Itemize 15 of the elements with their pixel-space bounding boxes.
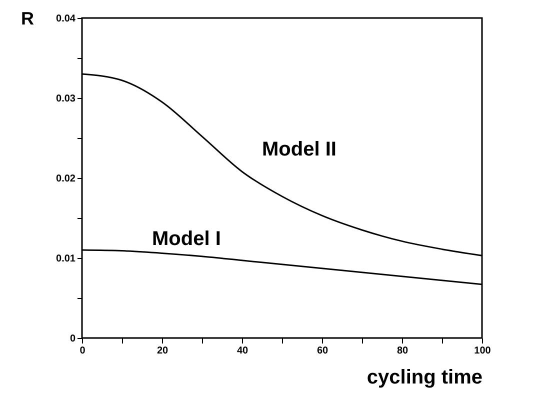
y-tick-label: 0.03 — [56, 94, 76, 104]
x-tick-label: 20 — [156, 346, 168, 356]
x-tick-label: 0 — [80, 346, 86, 356]
x-axis-title: cycling time — [366, 366, 482, 388]
x-tick-label: 80 — [396, 346, 408, 356]
x-tick-label: 40 — [236, 346, 248, 356]
x-tick-label: 100 — [474, 346, 492, 356]
series-label: Model II — [262, 138, 336, 161]
y-tick-label: 0.02 — [56, 174, 76, 184]
x-tick-label: 60 — [316, 346, 328, 356]
y-tick-label: 0.04 — [56, 14, 76, 24]
y-axis-title: R — [21, 8, 34, 28]
series-label: Model I — [152, 228, 221, 250]
y-tick-label: 0.01 — [56, 254, 76, 264]
y-tick-label: 0 — [70, 334, 76, 344]
